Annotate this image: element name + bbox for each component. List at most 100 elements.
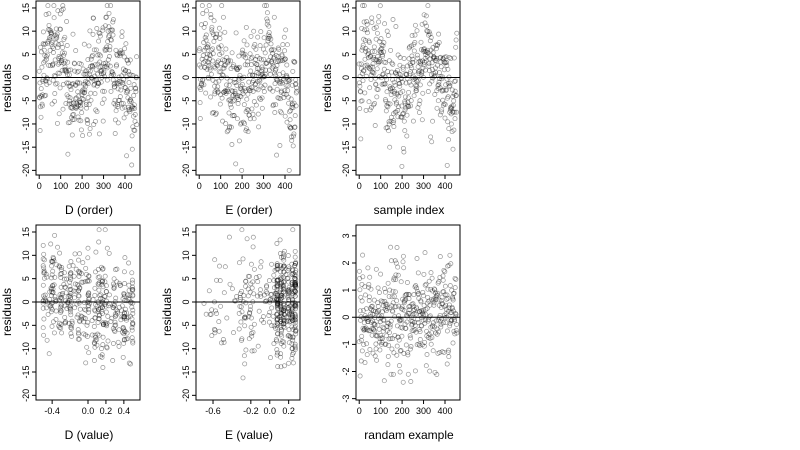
data-point <box>76 330 81 336</box>
data-point <box>384 125 390 131</box>
data-point <box>255 34 261 40</box>
data-point <box>431 54 437 60</box>
data-point <box>124 57 130 63</box>
data-point <box>79 92 85 98</box>
data-point <box>386 128 392 134</box>
data-point <box>356 61 362 67</box>
data-point <box>98 353 103 359</box>
data-point <box>415 77 421 83</box>
ylabel-sample-index: residuals <box>320 64 334 112</box>
data-point <box>115 104 121 109</box>
data-point <box>213 308 218 314</box>
data-point <box>414 52 420 58</box>
data-point <box>264 283 270 289</box>
data-point <box>292 282 298 288</box>
data-point <box>128 361 133 367</box>
data-point <box>391 277 397 283</box>
data-point <box>370 64 376 70</box>
data-point <box>450 146 456 152</box>
data-point <box>55 45 61 51</box>
data-point <box>280 264 286 270</box>
data-point <box>243 315 249 321</box>
data-point <box>196 62 202 68</box>
data-point <box>364 19 370 25</box>
data-point <box>396 313 402 319</box>
data-point <box>100 322 106 328</box>
y-tick-label: 10 <box>21 250 31 260</box>
data-point <box>438 59 444 65</box>
data-point <box>409 33 415 39</box>
data-point <box>395 264 401 270</box>
data-point <box>381 318 387 324</box>
data-point <box>86 307 92 313</box>
data-point <box>267 71 273 77</box>
data-point <box>40 29 46 35</box>
data-point <box>368 311 374 317</box>
data-point <box>91 47 97 53</box>
data-point <box>214 63 220 69</box>
data-point <box>78 313 84 319</box>
data-point <box>410 303 416 309</box>
data-point <box>93 67 99 73</box>
data-point <box>86 303 92 309</box>
data-point <box>57 320 63 326</box>
data-point <box>122 104 128 110</box>
data-point <box>405 352 411 358</box>
data-point <box>225 60 231 66</box>
data-point <box>255 343 261 349</box>
data-point <box>445 295 451 301</box>
data-point <box>278 281 284 287</box>
data-point <box>369 20 375 25</box>
data-point <box>130 288 136 293</box>
data-point <box>250 279 256 285</box>
data-point <box>278 328 284 334</box>
data-point <box>438 54 444 60</box>
data-point <box>452 116 458 122</box>
data-point <box>83 360 89 366</box>
data-point <box>44 76 50 82</box>
data-point <box>400 64 406 70</box>
data-point <box>71 60 77 66</box>
data-point <box>407 44 413 50</box>
data-point <box>366 55 372 61</box>
data-point <box>53 26 59 32</box>
data-point <box>289 271 295 277</box>
data-point <box>104 298 110 304</box>
data-point <box>231 62 237 68</box>
panel-sample-index: sample index residuals -20-15-10-5051015… <box>320 0 461 217</box>
data-point <box>80 87 86 93</box>
data-point <box>358 136 364 142</box>
data-point <box>371 320 377 326</box>
data-point <box>265 38 271 44</box>
data-point <box>281 318 286 323</box>
data-point <box>277 143 283 148</box>
data-point <box>235 67 241 72</box>
data-point <box>102 227 108 233</box>
data-point <box>58 294 64 300</box>
data-point <box>410 118 416 124</box>
data-point <box>278 287 284 293</box>
data-point <box>121 316 127 322</box>
data-point <box>113 322 119 328</box>
data-point <box>223 46 229 52</box>
data-point <box>443 82 449 88</box>
data-point <box>292 347 298 353</box>
data-point <box>239 167 245 173</box>
data-point <box>58 275 64 280</box>
data-point <box>67 293 73 299</box>
data-point <box>399 317 405 323</box>
data-point <box>100 118 106 124</box>
data-point <box>423 306 429 312</box>
data-point <box>86 350 92 356</box>
data-point <box>121 115 127 121</box>
data-point <box>403 342 409 348</box>
data-point <box>450 109 456 115</box>
data-point <box>85 95 91 101</box>
data-point <box>99 354 105 360</box>
data-point <box>61 67 67 73</box>
data-point <box>387 86 393 92</box>
data-point <box>91 82 97 88</box>
data-point <box>292 280 298 286</box>
y-tick-label: -15 <box>181 365 191 378</box>
data-point <box>127 293 133 299</box>
